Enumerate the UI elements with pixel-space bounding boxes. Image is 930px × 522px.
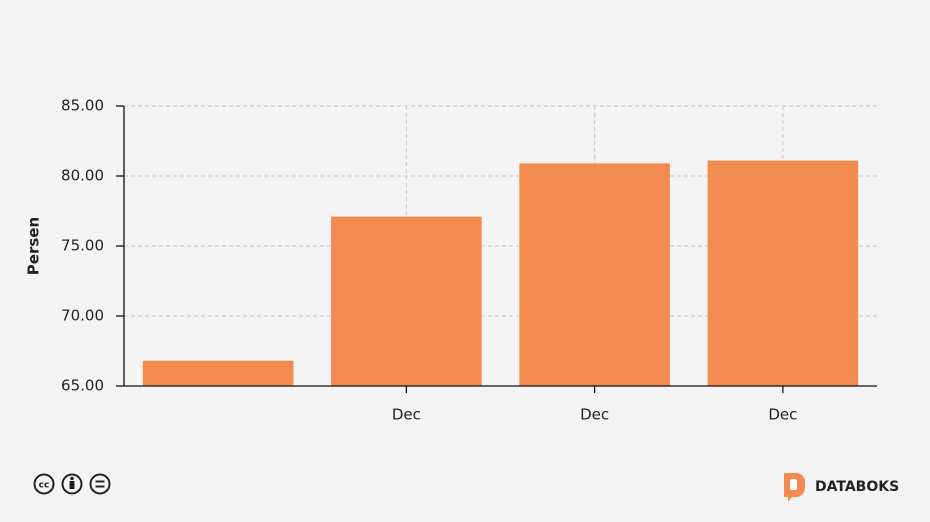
y-tick-label: 75.00	[61, 237, 104, 255]
brand-logo	[784, 473, 805, 502]
y-tick-label: 70.00	[61, 307, 104, 325]
bar	[519, 163, 670, 386]
x-tick-label: Dec	[392, 406, 421, 424]
y-tick-label: 80.00	[61, 167, 104, 185]
svg-text:cc: cc	[39, 481, 50, 491]
y-tick-label: 85.00	[61, 97, 104, 115]
bar	[331, 216, 482, 386]
y-axis-label: Persen	[25, 217, 43, 275]
x-tick-label: Dec	[768, 406, 797, 424]
x-tick-label: Dec	[580, 406, 609, 424]
bar	[142, 360, 294, 386]
cc-icons: cc	[33, 473, 111, 495]
bar	[707, 160, 859, 386]
y-tick-label: 65.00	[61, 377, 104, 395]
brand-name: DATABOKS	[815, 479, 899, 495]
